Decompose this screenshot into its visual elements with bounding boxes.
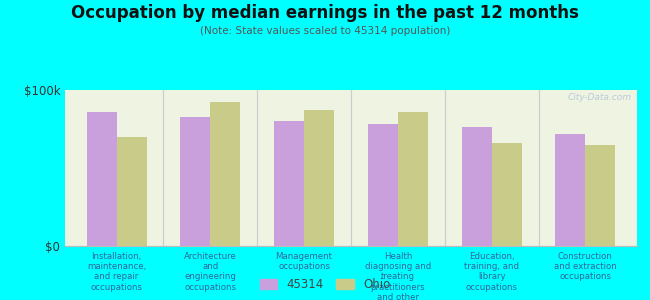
- Bar: [398, 112, 428, 246]
- Bar: [274, 121, 304, 246]
- Bar: [555, 134, 586, 246]
- Bar: [211, 103, 240, 246]
- Bar: [116, 137, 147, 246]
- Bar: [86, 112, 116, 246]
- Bar: [586, 145, 616, 246]
- Legend: 45314, Ohio: 45314, Ohio: [260, 278, 390, 291]
- Bar: [368, 124, 398, 246]
- Text: City-Data.com: City-Data.com: [567, 93, 631, 102]
- Bar: [491, 143, 522, 246]
- Text: Occupation by median earnings in the past 12 months: Occupation by median earnings in the pas…: [71, 4, 579, 22]
- Bar: [180, 116, 211, 246]
- Bar: [462, 128, 491, 246]
- Text: (Note: State values scaled to 45314 population): (Note: State values scaled to 45314 popu…: [200, 26, 450, 35]
- Bar: [304, 110, 334, 246]
